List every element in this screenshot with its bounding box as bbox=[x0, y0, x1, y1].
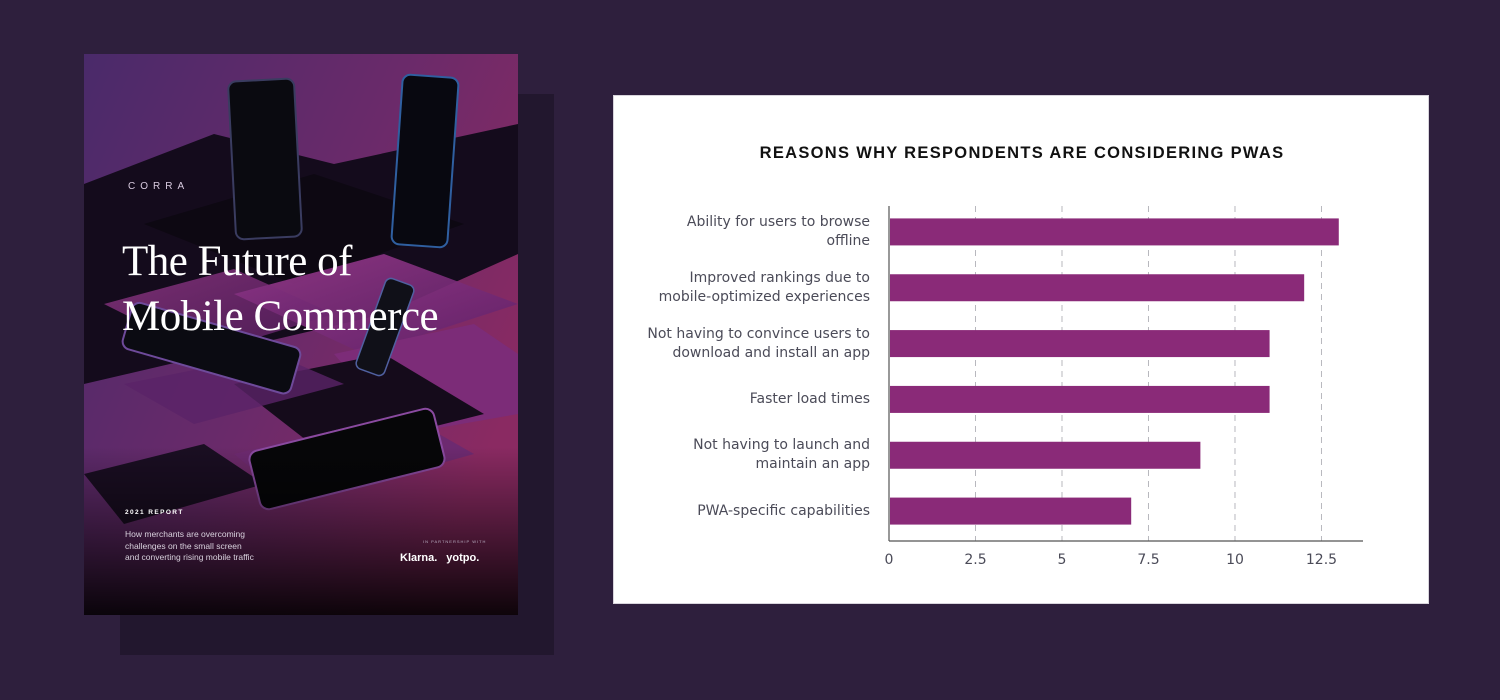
chart-title: REASONS WHY RESPONDENTS ARE CONSIDERING … bbox=[759, 144, 1285, 162]
x-tick-label: 5 bbox=[1057, 552, 1067, 568]
cover-title-line: Mobile Commerce bbox=[122, 293, 439, 340]
category-label: Not having to launch and maintain an app bbox=[620, 436, 870, 474]
category-label-line: Not having to launch and bbox=[693, 437, 870, 454]
category-label: Improved rankings due to mobile-optimized… bbox=[620, 269, 870, 307]
category-label-line: maintain an app bbox=[755, 456, 870, 473]
partner-logos: Klarna. yotpo. bbox=[400, 552, 488, 564]
report-year: 2021 REPORT bbox=[125, 509, 184, 516]
category-label-line: PWA-specific capabilities bbox=[697, 502, 870, 519]
bar bbox=[890, 441, 1201, 469]
category-label: Faster load times bbox=[620, 390, 870, 409]
report-subtitle-line: challenges on the small screen bbox=[125, 540, 242, 551]
cover-artwork bbox=[84, 54, 518, 615]
report-cover[interactable]: CORRA The Future of Mobile Commerce 2021… bbox=[84, 54, 518, 615]
category-label-line: Improved rankings due to bbox=[689, 269, 871, 286]
bar bbox=[890, 330, 1270, 358]
report-subtitle-line: How merchants are overcoming bbox=[125, 529, 245, 539]
category-label-line: download and install an app bbox=[672, 344, 870, 361]
klarna-logo: Klarna. bbox=[400, 552, 438, 564]
yotpo-logo: yotpo. bbox=[446, 552, 480, 564]
category-label-line: Not having to convince users to bbox=[647, 325, 870, 342]
brand-logo: CORRA bbox=[128, 181, 190, 192]
category-label: Not having to convince users to download … bbox=[620, 325, 870, 363]
category-label-line: offline bbox=[826, 232, 870, 249]
category-label-line: mobile-optimized experiences bbox=[658, 288, 870, 305]
report-subtitle: How merchants are overcoming challenges … bbox=[125, 529, 325, 564]
partnership-label: IN PARTNERSHIP WITH bbox=[423, 539, 487, 544]
bar-chart bbox=[888, 206, 1363, 542]
x-tick-label: 7.5 bbox=[1137, 552, 1160, 568]
x-tick-label: 2.5 bbox=[964, 552, 987, 568]
report-subtitle-line: and converting rising mobile traffic bbox=[125, 552, 254, 562]
x-tick-label: 0 bbox=[884, 552, 894, 568]
category-label-line: Ability for users to browse bbox=[686, 213, 870, 230]
x-tick-label: 10 bbox=[1226, 552, 1244, 568]
chart-card: REASONS WHY RESPONDENTS ARE CONSIDERING … bbox=[613, 95, 1429, 604]
bar bbox=[890, 274, 1305, 302]
cover-title-line: The Future of bbox=[122, 238, 352, 285]
bar bbox=[890, 385, 1270, 413]
category-label: PWA-specific capabilities bbox=[620, 502, 870, 521]
x-tick-label: 12.5 bbox=[1305, 552, 1338, 568]
bar bbox=[890, 218, 1339, 246]
category-label-line: Faster load times bbox=[749, 390, 870, 407]
bar bbox=[890, 497, 1132, 525]
cover-title: The Future of Mobile Commerce bbox=[122, 234, 502, 344]
category-label: Ability for users to browse offline bbox=[620, 213, 870, 251]
